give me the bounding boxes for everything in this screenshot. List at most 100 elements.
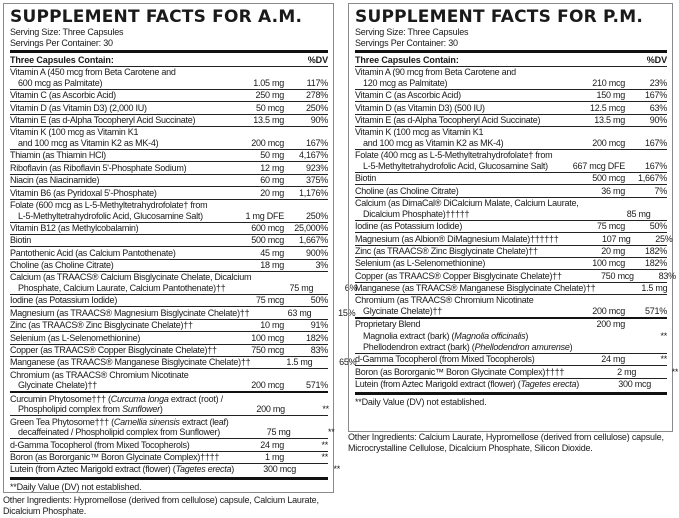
name-text: Curcumin Phytosome††† (	[10, 393, 111, 404]
name-text: Phospholipid complex from	[18, 404, 123, 415]
daily-value-percent: 900%	[305, 247, 328, 258]
amount: 75 mcg	[596, 221, 625, 232]
daily-value-percent: **	[660, 354, 667, 365]
name-text: Vitamin C (as Ascorbic Acid)	[355, 90, 461, 101]
name-line: Selenium (as L-Selenomethionine)	[10, 333, 222, 344]
daily-value-percent: 83%	[310, 344, 329, 355]
name-line: Magnesium (as Albion® DiMagnesium Malate…	[355, 234, 559, 245]
name-text: )	[525, 330, 529, 341]
nutrient-row: Iodine (as Potassium Iodide) 75 mcg 50%	[355, 221, 667, 234]
nutrient-name: Calcium (as TRAACS® Calcium Bisglycinate…	[10, 272, 252, 294]
amount: 200 mcg	[251, 380, 284, 391]
daily-value-percent: 1,667%	[298, 235, 328, 246]
header-contain: Three Capsules Contain:	[355, 55, 459, 65]
name-line: Calcium (as DimaCal® DiCalcium Malate, C…	[355, 198, 579, 209]
nutrient-row: Vitamin D (as Vitamin D3) (2,000 IU) 50 m…	[10, 102, 328, 115]
amount: 1.05 mg	[253, 77, 284, 88]
amount: 600 mcg	[251, 222, 284, 233]
name-line: Vitamin K (100 mcg as Vitamin K1	[355, 127, 553, 138]
amount: 210 mcg	[592, 77, 625, 88]
name-text: Vitamin D (as Vitamin D3) (500 IU)	[355, 102, 485, 113]
nutrient-row: Vitamin B6 (as Pyridoxal 5'-Phosphate) 20…	[10, 187, 328, 200]
name-text: Iodine (as Potassium Iodide)	[355, 221, 463, 232]
name-line: Green Tea Phytosome††† (Camellia sinensi…	[10, 417, 229, 428]
amount: 1 mg DFE	[245, 210, 284, 221]
nutrient-name: Phellodendron extract (bark) (Phellodend…	[355, 342, 573, 353]
nutrient-name: Curcumin Phytosome††† (Curcuma longa ext…	[10, 394, 223, 415]
name-text: Magnesium (as TRAACS® Magnesium Bisglyci…	[10, 307, 250, 318]
nutrient-row: Magnolia extract (bark) (Magnolia offici…	[355, 330, 667, 341]
name-line: Folate (400 mcg as L-5-Methyltetrahydrof…	[355, 150, 553, 161]
nutrient-name: Vitamin E (as d-Alpha Tocopheryl Acid Su…	[10, 115, 222, 126]
name-line: Vitamin A (450 mcg from Beta Carotene an…	[10, 67, 222, 78]
latin-name: Magnolia officinalis	[454, 330, 526, 341]
name-text: Lutein (from Aztec Marigold extract (flo…	[10, 464, 176, 475]
nutrient-name: Vitamin D (as Vitamin D3) (2,000 IU)	[10, 103, 222, 114]
nutrient-row: d-Gamma Tocopherol (from Mixed Tocophero…	[355, 354, 667, 367]
servings-per-container: Servings Per Container: 30	[10, 37, 113, 48]
amount: 75 mcg	[255, 295, 284, 306]
name-text: Niacin (as Niacinamide)	[10, 175, 100, 186]
name-text: Phosphate, Calcium Laurate, Calcium Pant…	[18, 283, 226, 294]
nutrient-name: Chromium (as TRAACS® Chromium Nicotinate…	[355, 295, 553, 316]
nutrient-name: Zinc (as TRAACS® Zinc Bisglycinate Chela…	[10, 320, 222, 331]
name-line: Vitamin K (100 mcg as Vitamin K1	[10, 127, 222, 138]
nutrient-row: Zinc (as TRAACS® Zinc Bisglycinate Chela…	[10, 320, 328, 333]
name-line: Iodine (as Potassium Iodide)	[355, 221, 553, 232]
latin-name: Curcuma longa	[110, 393, 169, 404]
nutrient-row: Lutein (from Aztec Marigold extract (flo…	[10, 464, 340, 475]
name-text: Choline (as Choline Citrate)	[10, 260, 114, 271]
name-text: Manganese (as TRAACS® Manganese Bisglyci…	[355, 283, 596, 294]
name-text: d-Gamma Tocopherol (from Mixed Tocophero…	[10, 439, 190, 450]
name-text: Zinc (as TRAACS® Zinc Bisglycinate Chela…	[355, 245, 538, 256]
nutrient-row: Folate (400 mcg as L-5-Methyltetrahydrof…	[355, 150, 667, 174]
nutrient-row: Green Tea Phytosome††† (Camellia sinensi…	[10, 416, 335, 440]
nutrient-name: Calcium (as DimaCal® DiCalcium Malate, C…	[355, 198, 579, 219]
daily-value-percent: 1,176%	[298, 187, 328, 198]
name-text: Vitamin B6 (as Pyridoxal 5'-Phosphate)	[10, 187, 157, 198]
daily-value-percent: 23%	[649, 77, 668, 88]
name-line: Vitamin E (as d-Alpha Tocopheryl Acid Su…	[355, 115, 553, 126]
daily-value-percent: 250%	[305, 102, 328, 113]
nutrient-row: Chromium (as TRAACS® Chromium Nicotinate…	[355, 295, 667, 317]
name-text: Boron (as Bororganic™ Boron Glycinate Co…	[10, 451, 220, 462]
name-text: Selenium (as L-Selenomethionine)	[10, 332, 141, 343]
nutrient-row: Selenium (as L-Selenomethionine) 100 mcg 1…	[10, 332, 328, 345]
amount: 20 mg	[601, 245, 625, 256]
amount: 13.5 mg	[594, 115, 625, 126]
name-text: Iodine (as Potassium Iodide)	[10, 295, 118, 306]
name-text: Calcium (as DimaCal® DiCalcium Malate, C…	[355, 198, 579, 209]
name-line: 600 mcg as Palmitate)	[10, 78, 222, 89]
daily-value-footnote: **Daily Value (DV) not established.	[10, 482, 142, 493]
nutrient-row: Magnesium (as Albion® DiMagnesium Malate…	[355, 233, 673, 246]
nutrient-row: Vitamin K (100 mcg as Vitamin K1 and 100 …	[10, 127, 328, 151]
daily-value-percent: 167%	[305, 138, 328, 149]
nutrient-name: Lutein (from Aztec Marigold extract (flo…	[10, 464, 234, 475]
amount: 85 mg	[626, 208, 651, 219]
name-line: Manganese (as TRAACS® Manganese Bisglyci…	[10, 357, 251, 368]
daily-value-percent: 571%	[644, 305, 667, 316]
name-text: Choline (as Choline Citrate)	[355, 185, 459, 196]
amount: 45 mg	[260, 247, 284, 258]
nutrient-name: Biotin	[355, 173, 553, 184]
nutrient-name: Pantothenic Acid (as Calcium Pantothenat…	[10, 248, 222, 259]
amount: 100 mcg	[251, 332, 284, 343]
nutrient-row: Magnesium (as TRAACS® Magnesium Bisglyci…	[10, 307, 356, 320]
name-line: Boron (as Bororganic™ Boron Glycinate Co…	[355, 367, 564, 378]
name-line: Curcumin Phytosome††† (Curcuma longa ext…	[10, 394, 223, 405]
daily-value-percent: 167%	[644, 138, 667, 149]
daily-value-percent: 65%	[339, 357, 357, 368]
nutrient-row: Boron (as Bororganic™ Boron Glycinate Co…	[10, 452, 328, 464]
name-text: Vitamin D (as Vitamin D3) (2,000 IU)	[10, 102, 147, 113]
amount: 1.5 mg	[286, 357, 313, 368]
daily-value-percent: 25,000%	[294, 222, 328, 233]
name-text: Zinc (as TRAACS® Zinc Bisglycinate Chela…	[10, 320, 193, 331]
name-line: L-5-Methyltetrahydrofolic Acid, Glucosam…	[355, 161, 553, 172]
amount: 1 mg	[264, 451, 284, 462]
nutrient-name: Magnesium (as Albion® DiMagnesium Malate…	[355, 234, 559, 245]
nutrient-row: Lutein (from Aztec Marigold extract (flo…	[355, 379, 667, 390]
name-line: d-Gamma Tocopherol (from Mixed Tocophero…	[355, 354, 553, 365]
daily-value-percent: 7%	[654, 185, 667, 196]
name-line: Iodine (as Potassium Iodide)	[10, 295, 222, 306]
name-text: 120 mcg as Palmitate)	[363, 77, 448, 88]
